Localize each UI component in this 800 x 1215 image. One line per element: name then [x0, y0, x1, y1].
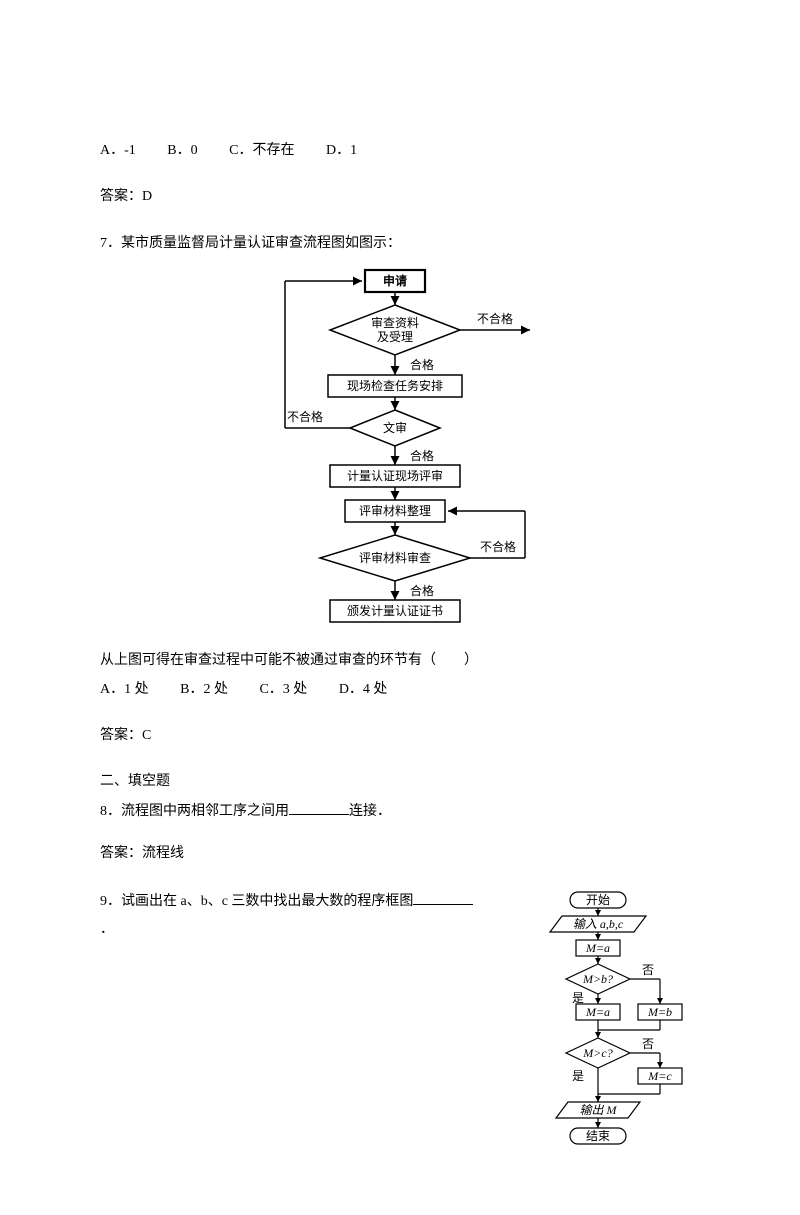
- q8-post: 连接．: [349, 804, 391, 819]
- svg-text:输入 a,b,c: 输入 a,b,c: [573, 917, 624, 931]
- svg-text:现场检查任务安排: 现场检查任务安排: [347, 378, 443, 393]
- svg-text:申请: 申请: [383, 273, 407, 288]
- section-2-heading: 二、填空题: [100, 771, 700, 793]
- svg-text:否: 否: [642, 1037, 654, 1051]
- q7-post-prompt: 从上图可得在审查过程中可能不被通过审查的环节有（ ）: [100, 650, 700, 672]
- q7-opt-b: B．2 处: [180, 682, 228, 697]
- svg-text:计量认证现场评审: 计量认证现场评审: [347, 468, 443, 483]
- opt-b: B．0: [167, 143, 197, 158]
- svg-text:M=a: M=a: [585, 941, 610, 955]
- svg-text:评审材料审查: 评审材料审查: [359, 550, 431, 565]
- q8-answer: 答案：流程线: [100, 843, 700, 865]
- svg-text:审查资料: 审查资料: [371, 315, 419, 330]
- opt-a: A．-1: [100, 143, 136, 158]
- svg-text:合格: 合格: [410, 448, 434, 463]
- svg-text:M=b: M=b: [647, 1005, 672, 1019]
- svg-text:M>b?: M>b?: [582, 972, 613, 986]
- q7-opt-c: C．3 处: [259, 682, 307, 697]
- svg-text:M=c: M=c: [647, 1069, 672, 1083]
- opt-d: D．1: [326, 143, 357, 158]
- svg-text:输出 M: 输出 M: [580, 1103, 618, 1117]
- q8-prompt: 8．流程图中两相邻工序之间用 连接．: [100, 800, 700, 823]
- svg-text:合格: 合格: [410, 583, 434, 598]
- opt-c: C．不存在: [229, 143, 294, 158]
- svg-text:M>c?: M>c?: [582, 1046, 612, 1060]
- q8-pre: 8．流程图中两相邻工序之间用: [100, 804, 289, 819]
- svg-text:M=a: M=a: [585, 1005, 610, 1019]
- q7-flowchart: 申请 审查资料 及受理 不合格 合格 现场检查任务安排 文审 不: [100, 265, 700, 640]
- svg-text:合格: 合格: [410, 357, 434, 372]
- svg-text:不合格: 不合格: [287, 409, 323, 424]
- q9-prompt: 9．试画出在 a、b、c 三数中找出最大数的程序框图: [100, 890, 520, 913]
- q7-prompt: 7．某市质量监督局计量认证审查流程图如图示：: [100, 233, 700, 255]
- svg-text:开始: 开始: [586, 893, 610, 907]
- svg-text:文审: 文审: [383, 420, 407, 435]
- svg-text:是: 是: [572, 1069, 584, 1083]
- q6-options: A．-1 B．0 C．不存在 D．1: [100, 140, 700, 162]
- q8-blank: [289, 800, 349, 815]
- svg-text:否: 否: [642, 963, 654, 977]
- svg-text:不合格: 不合格: [480, 539, 516, 554]
- q9-blank: [413, 890, 473, 905]
- q7-options: A．1 处 B．2 处 C．3 处 D．4 处: [100, 679, 700, 701]
- q9-pre: 9．试画出在 a、b、c 三数中找出最大数的程序框图: [100, 894, 413, 909]
- q7-opt-d: D．4 处: [339, 682, 388, 697]
- q6-answer: 答案：D: [100, 186, 700, 208]
- q7-answer: 答案：C: [100, 725, 700, 747]
- svg-text:颁发计量认证证书: 颁发计量认证证书: [347, 603, 443, 618]
- svg-text:结束: 结束: [586, 1129, 610, 1143]
- svg-text:及受理: 及受理: [377, 330, 413, 344]
- q9-period: ．: [100, 919, 520, 941]
- svg-text:不合格: 不合格: [477, 311, 513, 326]
- svg-text:评审材料整理: 评审材料整理: [359, 503, 431, 518]
- svg-text:是: 是: [572, 991, 584, 1005]
- q7-opt-a: A．1 处: [100, 682, 149, 697]
